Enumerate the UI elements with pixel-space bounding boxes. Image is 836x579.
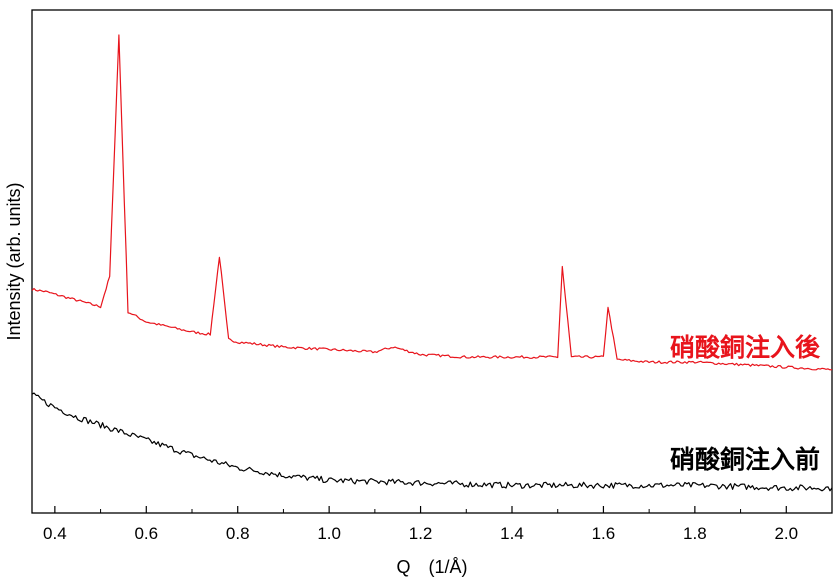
x-axis-ticks: 0.4 0.6 0.8 1.0 1.2 1.4 1.6 1.8 2.0 [43,506,833,543]
x-tick-label-3: 1.0 [317,524,341,543]
x-tick-label-8: 2.0 [774,524,798,543]
x-tick-label-0: 0.4 [43,524,67,543]
x-tick-label-5: 1.4 [500,524,524,543]
x-tick-label-6: 1.6 [592,524,616,543]
series-line-0 [31,34,833,371]
series-label-after: 硝酸銅注入後 [670,333,821,362]
x-tick-label-7: 1.8 [683,524,707,543]
plot-frame [31,9,833,514]
x-axis-title: Q (1/Å) [396,557,467,577]
x-tick-label-4: 1.2 [409,524,433,543]
series-layer [31,34,833,492]
series-label-before: 硝酸銅注入前 [670,445,820,474]
x-tick-label-1: 0.6 [134,524,158,543]
series-line-1 [31,392,833,492]
x-tick-label-2: 0.8 [226,524,250,543]
y-axis-title: Intensity (arb. units) [4,182,24,340]
